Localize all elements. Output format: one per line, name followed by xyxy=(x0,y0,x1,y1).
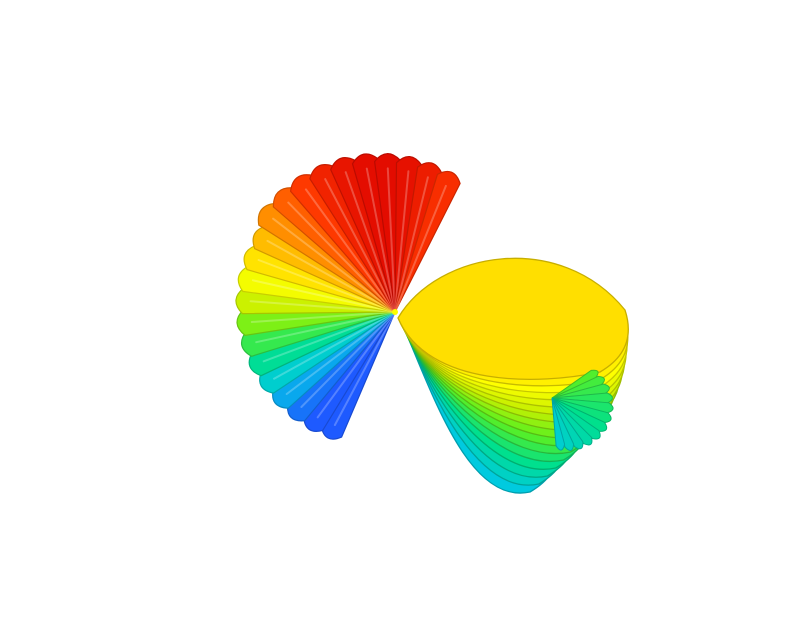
ribbed-lobe xyxy=(398,258,628,493)
junction-point xyxy=(392,309,398,315)
lobe-junction xyxy=(392,309,398,315)
